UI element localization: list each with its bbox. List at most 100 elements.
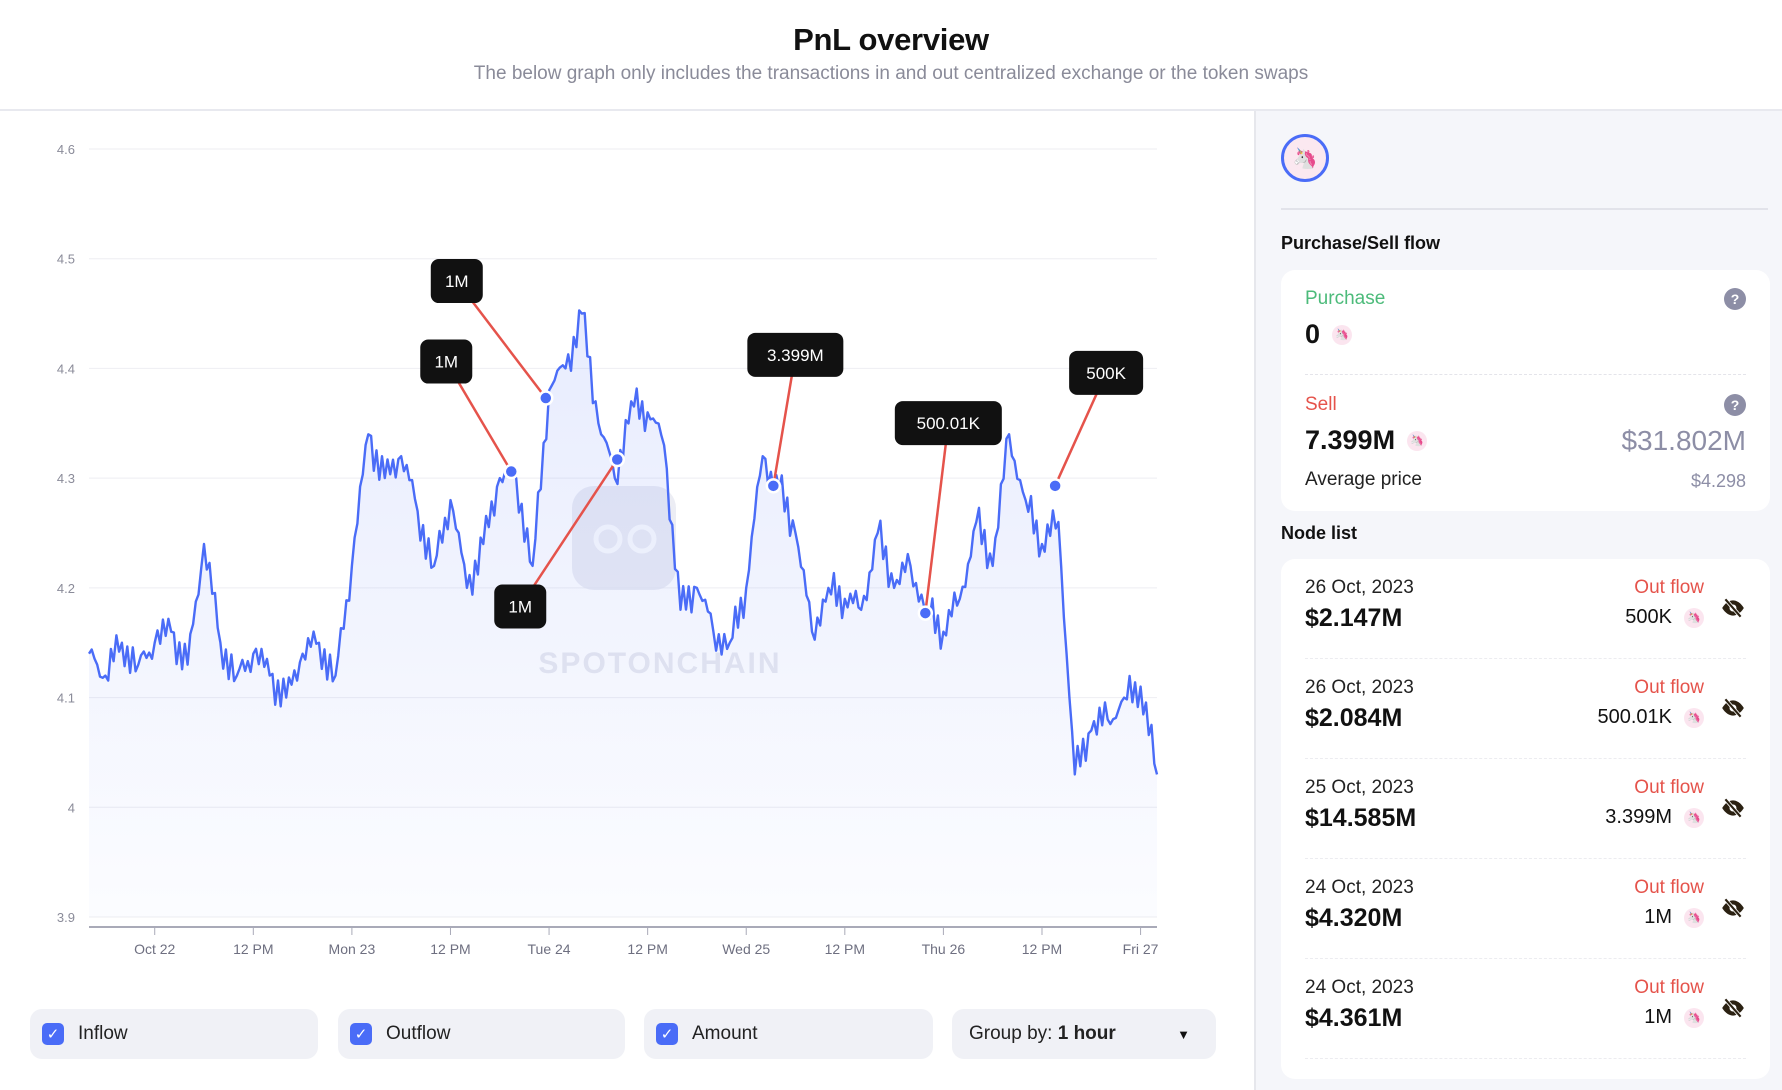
inflow-toggle[interactable]: ✓ Inflow <box>30 1009 318 1059</box>
node-flow-type: Out flow <box>1634 677 1704 698</box>
sell-label: Sell <box>1305 394 1337 415</box>
node-date: 25 Oct, 2023 <box>1305 777 1414 798</box>
node-flow-type: Out flow <box>1634 877 1704 898</box>
uniswap-icon: 🦄 <box>1684 1007 1704 1028</box>
eye-off-icon[interactable] <box>1720 795 1746 821</box>
node-flow-type: Out flow <box>1634 777 1704 798</box>
x-tick-label: Fri 27 <box>1123 941 1159 957</box>
uniswap-icon: 🦄 <box>1407 430 1428 451</box>
divider <box>1305 374 1746 375</box>
purchase-label: Purchase <box>1305 288 1386 309</box>
flow-title: Purchase/Sell flow <box>1281 233 1441 253</box>
annotation-marker <box>765 478 782 494</box>
annotation-label-box <box>747 332 844 377</box>
annotation-label: 500K <box>1086 364 1126 383</box>
annotation-connector <box>924 422 950 614</box>
eye-off-icon[interactable] <box>1720 695 1746 721</box>
node-date: 24 Oct, 2023 <box>1305 877 1414 898</box>
node-amount: 3.399M 🦄 <box>1605 806 1704 829</box>
caret-down-icon: ▼ <box>1177 1026 1190 1042</box>
average-price-value: $4.298 <box>1690 471 1746 491</box>
annotation-marker <box>609 451 625 468</box>
divider <box>1281 208 1768 210</box>
node-amount: 500.01K 🦄 <box>1597 706 1704 729</box>
y-tick-label: 4.3 <box>57 471 75 486</box>
page-subtitle: The below graph only includes the transa… <box>473 63 1309 84</box>
node-list-item[interactable]: 26 Oct, 2023 $2.147M Out flow 500K 🦄 <box>1281 559 1770 659</box>
uniswap-icon: 🦄 <box>1684 707 1704 728</box>
annotation-label-box <box>494 584 547 629</box>
annotation-marker <box>503 463 520 480</box>
x-tick-label: Oct 22 <box>134 941 175 957</box>
divider <box>1305 858 1746 859</box>
annotation-label: 3.399M <box>767 346 824 365</box>
node-list: 26 Oct, 2023 $2.147M Out flow 500K 🦄 26 O… <box>1281 559 1770 1079</box>
purchase-sell-card: Purchase ? 0 🦄 Sell ? 7.399M 🦄 $31.802M Av… <box>1281 270 1770 511</box>
page-header: PnL overview The below graph only includ… <box>0 0 1782 111</box>
inflow-label: Inflow <box>78 1023 128 1044</box>
uniswap-icon: 🦄 <box>1684 907 1704 928</box>
node-amount: 500K 🦄 <box>1625 606 1704 629</box>
y-tick-label: 3.9 <box>57 910 75 925</box>
amount-toggle[interactable]: ✓ Amount <box>644 1009 933 1059</box>
node-list-item[interactable]: 24 Oct, 2023 $4.320M Out flow 1M 🦄 <box>1281 859 1770 959</box>
y-tick-label: 4.5 <box>57 252 75 267</box>
x-tick-label: 12 PM <box>1022 941 1062 957</box>
node-usd: $2.084M <box>1305 704 1403 732</box>
annotation-label-box <box>1069 350 1144 395</box>
node-amount: 1M 🦄 <box>1644 906 1704 929</box>
outflow-toggle[interactable]: ✓ Outflow <box>338 1009 625 1059</box>
x-tick-label: Mon 23 <box>329 941 376 957</box>
x-tick-label: Thu 26 <box>922 941 966 957</box>
node-date: 26 Oct, 2023 <box>1305 577 1414 598</box>
checkbox-checked-icon: ✓ <box>656 1023 678 1045</box>
help-icon[interactable]: ? <box>1724 288 1746 310</box>
annotation-label-box <box>420 339 473 384</box>
node-usd: $14.585M <box>1305 804 1417 832</box>
annotation-marker <box>917 605 934 621</box>
x-tick-label: 12 PM <box>233 941 273 957</box>
help-icon[interactable]: ? <box>1724 394 1746 416</box>
node-list-item[interactable]: 24 Oct, 2023 $4.361M Out flow 1M 🦄 <box>1281 959 1770 1059</box>
annotation-label: 1M <box>445 272 469 291</box>
node-list-item[interactable]: 25 Oct, 2023 $14.585M Out flow 3.399M 🦄 <box>1281 759 1770 859</box>
node-usd: $4.320M <box>1305 904 1403 932</box>
eye-off-icon[interactable] <box>1720 995 1746 1021</box>
eye-off-icon[interactable] <box>1720 895 1746 921</box>
annotation-label: 1M <box>434 353 458 372</box>
y-tick-label: 4.6 <box>57 142 75 157</box>
annotation-marker <box>1047 478 1063 494</box>
node-list-item[interactable]: 26 Oct, 2023 $2.084M Out flow 500.01K 🦄 <box>1281 659 1770 759</box>
chart-panel: 3.9 4 4.1 4.2 4.3 4.4 4.5 4.6 Oct 22 12 PM Mon 23 1… <box>0 111 1254 1090</box>
group-by-label: Group by: <box>969 1023 1053 1044</box>
y-tick-label: 4.1 <box>57 691 75 706</box>
x-tick-label: 12 PM <box>825 941 865 957</box>
checkbox-checked-icon: ✓ <box>350 1023 372 1045</box>
node-list-title: Node list <box>1281 523 1358 543</box>
y-tick-label: 4 <box>68 800 75 815</box>
node-date: 24 Oct, 2023 <box>1305 977 1414 998</box>
x-tick-label: 12 PM <box>430 941 470 957</box>
sell-usd: $31.802M <box>1621 425 1746 456</box>
amount-label: Amount <box>692 1023 758 1044</box>
sidebar: 🦄 Purchase/Sell flow Purchase ? 0 🦄 Sell … <box>1254 111 1782 1090</box>
sell-amount: 7.399M 🦄 <box>1305 425 1428 456</box>
divider <box>1305 658 1746 659</box>
node-amount: 1M 🦄 <box>1644 1006 1704 1029</box>
annotation-label: 1M <box>508 597 532 616</box>
annotation-label-box <box>430 259 483 304</box>
uniswap-icon: 🦄 <box>1332 324 1353 345</box>
group-by-select[interactable]: Group by: 1 hour ▼ <box>952 1009 1216 1059</box>
checkbox-checked-icon: ✓ <box>42 1023 64 1045</box>
divider <box>1305 758 1746 759</box>
uniswap-icon[interactable]: 🦄 <box>1281 134 1329 182</box>
divider <box>1305 1058 1746 1059</box>
uniswap-icon: 🦄 <box>1684 807 1704 828</box>
uniswap-icon: 🦄 <box>1684 607 1704 628</box>
x-tick-label: Tue 24 <box>528 941 571 957</box>
annotation-label: 500.01K <box>917 414 981 433</box>
node-flow-type: Out flow <box>1634 977 1704 998</box>
average-price-label: Average price <box>1305 469 1422 490</box>
node-usd: $4.361M <box>1305 1004 1403 1032</box>
eye-off-icon[interactable] <box>1720 595 1746 621</box>
